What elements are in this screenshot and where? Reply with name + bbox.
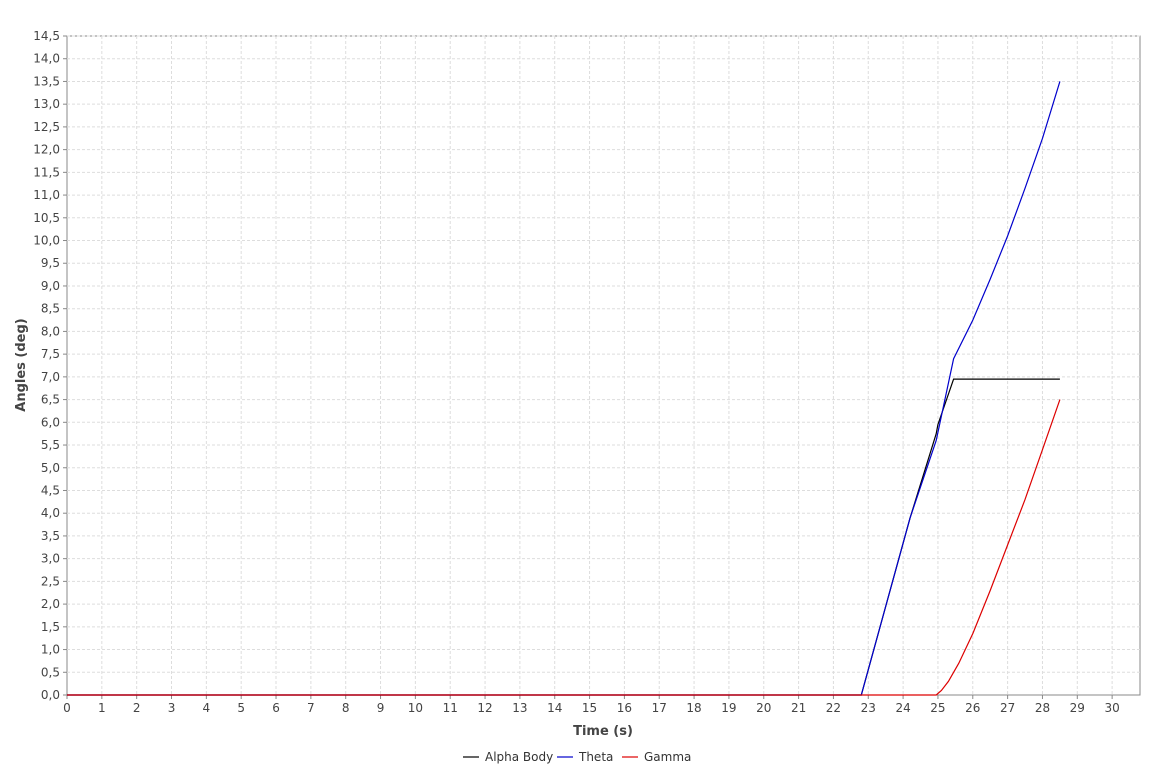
y-tick-label: 4,5 [41, 483, 60, 497]
y-tick-label: 8,0 [41, 324, 60, 338]
x-tick-label: 15 [582, 701, 597, 715]
x-tick-label: 20 [756, 701, 771, 715]
y-tick-label: 14,0 [33, 52, 60, 66]
x-tick-label: 11 [443, 701, 458, 715]
x-tick-label: 18 [686, 701, 701, 715]
series-line-gamma [67, 399, 1061, 696]
y-tick-label: 13,0 [33, 97, 60, 111]
legend-label: Gamma [644, 750, 691, 764]
y-tick-label: 2,0 [41, 597, 60, 611]
x-tick-label: 8 [342, 701, 350, 715]
y-tick-label: 7,0 [41, 370, 60, 384]
x-tick-label: 22 [826, 701, 841, 715]
y-tick-label: 13,5 [33, 74, 60, 88]
y-tick-label: 11,0 [33, 188, 60, 202]
x-tick-label: 29 [1070, 701, 1085, 715]
x-tick-label: 9 [377, 701, 385, 715]
y-tick-label: 10,5 [33, 211, 60, 225]
y-tick-label: 1,0 [41, 643, 60, 657]
x-tick-label: 26 [965, 701, 980, 715]
y-tick-label: 1,5 [41, 620, 60, 634]
plot-area [66, 35, 1141, 696]
y-tick-label: 0,5 [41, 665, 60, 679]
y-tick-label: 5,5 [41, 438, 60, 452]
y-tick-label: 4,0 [41, 506, 60, 520]
x-tick-label: 7 [307, 701, 315, 715]
y-tick-label: 14,5 [33, 29, 60, 43]
y-tick-label: 11,5 [33, 165, 60, 179]
y-tick-label: 9,0 [41, 279, 60, 293]
y-tick-label: 7,5 [41, 347, 60, 361]
x-tick-label: 1 [98, 701, 106, 715]
x-tick-label: 19 [721, 701, 736, 715]
x-tick-label: 13 [512, 701, 527, 715]
x-tick-label: 24 [895, 701, 910, 715]
y-tick-label: 5,0 [41, 461, 60, 475]
y-axis-ticks: 0,0 0,5 1,0 1,5 2,0 2,5 3,0 3,5 4,0 4,5 5,0 5,5 6,0 6… [33, 29, 67, 702]
x-axis-title: Time (s) [573, 724, 633, 739]
y-tick-label: 6,5 [41, 393, 60, 407]
x-tick-label: 14 [547, 701, 562, 715]
y-tick-label: 9,5 [41, 256, 60, 270]
x-tick-label: 12 [477, 701, 492, 715]
x-tick-label: 30 [1104, 701, 1119, 715]
y-tick-label: 8,5 [41, 302, 60, 316]
x-tick-label: 28 [1035, 701, 1050, 715]
legend-label: Theta [578, 750, 613, 764]
x-tick-label: 2 [133, 701, 141, 715]
x-tick-label: 6 [272, 701, 280, 715]
y-tick-label: 0,0 [41, 688, 60, 702]
x-tick-label: 3 [168, 701, 176, 715]
x-tick-label: 5 [237, 701, 245, 715]
series-line-theta [67, 81, 1061, 696]
y-tick-label: 3,0 [41, 552, 60, 566]
x-axis-ticks: 0 1 2 3 4 5 6 7 8 9 10 11 12 13 14 15 16 17 18 19 20 21 22 23 24… [63, 695, 1120, 715]
x-tick-label: 23 [861, 701, 876, 715]
y-tick-label: 3,5 [41, 529, 60, 543]
y-tick-label: 12,0 [33, 143, 60, 157]
y-tick-label: 2,5 [41, 574, 60, 588]
x-tick-label: 4 [203, 701, 211, 715]
legend: Alpha Body Theta Gamma [463, 750, 691, 764]
legend-label: Alpha Body [485, 750, 553, 764]
x-tick-label: 16 [617, 701, 632, 715]
y-axis-title: Angles (deg) [14, 318, 29, 411]
x-tick-label: 25 [930, 701, 945, 715]
grid [67, 35, 1140, 695]
series-lines [67, 81, 1061, 696]
x-tick-label: 17 [652, 701, 667, 715]
x-tick-label: 10 [408, 701, 423, 715]
x-tick-label: 27 [1000, 701, 1015, 715]
y-tick-label: 6,0 [41, 415, 60, 429]
x-tick-label: 21 [791, 701, 806, 715]
x-tick-label: 0 [63, 701, 71, 715]
y-tick-label: 12,5 [33, 120, 60, 134]
y-tick-label: 10,0 [33, 234, 60, 248]
